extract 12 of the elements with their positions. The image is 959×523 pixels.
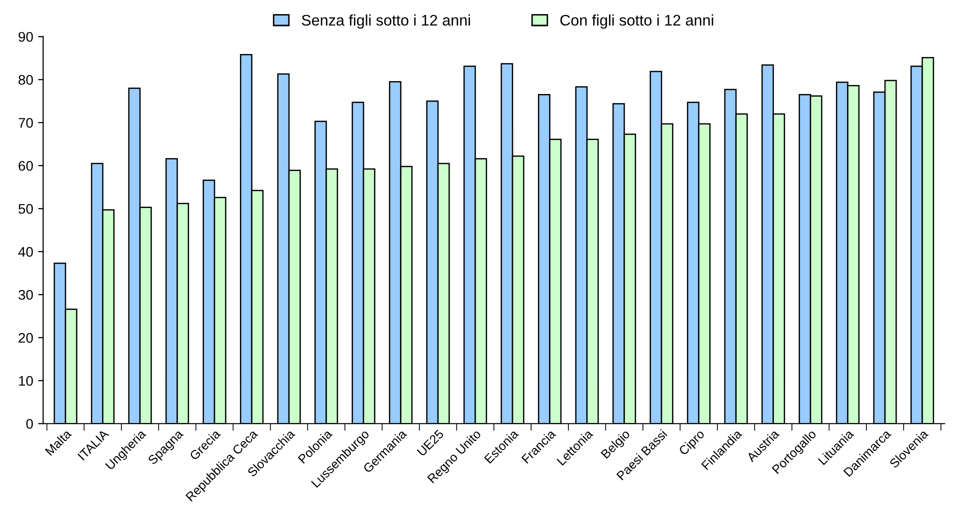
y-tick-label: 50: [18, 204, 33, 214]
y-tick-label: 40: [18, 246, 33, 257]
y-tick-label: 10: [19, 376, 33, 386]
y-tick-label: 70: [18, 118, 33, 128]
y-tick-label: 90: [18, 32, 33, 42]
y-tick-label: 80: [18, 74, 33, 85]
y-tick-label: 60: [18, 160, 33, 171]
y-tick-label: 0: [26, 418, 33, 429]
y-tick-label: 30: [18, 290, 33, 300]
legend-label: Con figli sotto i 12 anni: [560, 14, 714, 29]
y-tick-label: 20: [18, 332, 33, 343]
legend-label: Senza figli sotto i 12 anni: [302, 14, 470, 29]
